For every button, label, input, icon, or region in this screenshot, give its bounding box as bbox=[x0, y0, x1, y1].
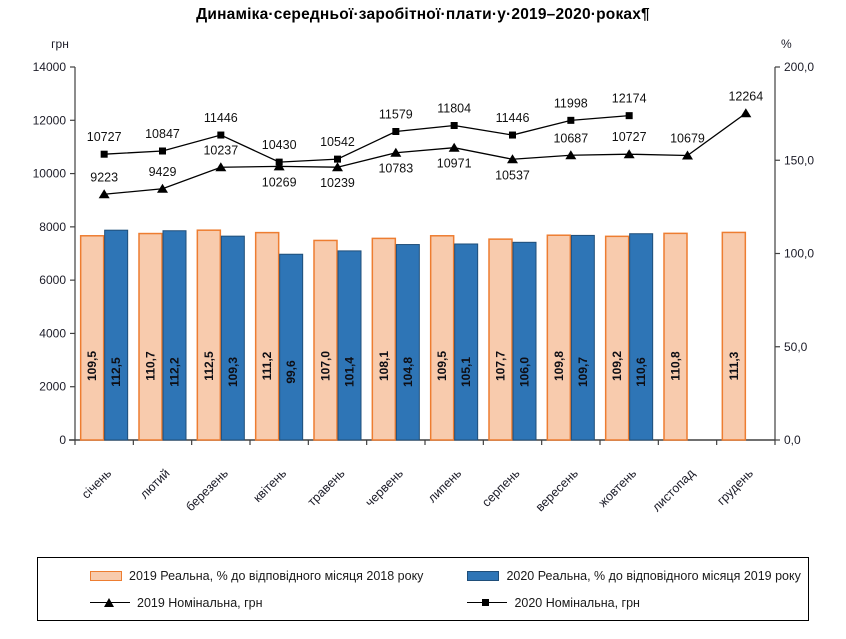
line-square-marker-icon bbox=[467, 597, 508, 609]
svg-text:%: % bbox=[781, 37, 792, 51]
svg-text:101,4: 101,4 bbox=[343, 357, 357, 387]
svg-text:10269: 10269 bbox=[262, 175, 297, 189]
bar-series-2019: 109,5 110,7 112,5 111,2 107,0 108,1 109,5 107,7… bbox=[79, 229, 747, 441]
svg-text:109,7: 109,7 bbox=[576, 357, 590, 387]
svg-text:8000: 8000 bbox=[39, 220, 66, 234]
legend-label-2019-nominal: 2019 Номінальна, грн bbox=[137, 595, 263, 610]
bar-swatch-2019-icon bbox=[90, 570, 122, 581]
svg-text:10687: 10687 bbox=[553, 131, 588, 145]
svg-text:150,0: 150,0 bbox=[784, 153, 814, 167]
chart-title: Динаміка·середньої·заробітної·плати·у·20… bbox=[196, 6, 650, 23]
svg-text:10727: 10727 bbox=[612, 130, 647, 144]
svg-text:квітень: квітень bbox=[251, 466, 290, 505]
line-series-2020: 10727 10847 11446 10430 10542 11579 11804 11446… bbox=[87, 92, 647, 166]
svg-text:9223: 9223 bbox=[90, 170, 118, 184]
svg-text:112,5: 112,5 bbox=[109, 357, 123, 387]
bar-series-2020: 112,5 112,2 109,3 99,6 101,4 104,8 105,1 106,0 1… bbox=[104, 229, 654, 441]
svg-text:0,0: 0,0 bbox=[784, 433, 801, 447]
legend-label-2020-nominal: 2020 Номінальна, грн bbox=[514, 595, 640, 610]
svg-text:111,2: 111,2 bbox=[260, 351, 274, 380]
svg-text:11804: 11804 bbox=[437, 102, 471, 116]
x-axis-labels: січень лютий березень квітень травень червень… bbox=[79, 466, 756, 515]
svg-text:9429: 9429 bbox=[149, 165, 177, 179]
legend-label-2020-real: 2020 Реальна, % до відповідного місяця 2… bbox=[506, 568, 801, 583]
legend: 2019 Реальна, % до відповідного місяця 2… bbox=[37, 557, 809, 621]
svg-text:107,0: 107,0 bbox=[319, 351, 333, 381]
svg-text:10537: 10537 bbox=[495, 168, 530, 182]
svg-text:травень: травень bbox=[305, 466, 348, 509]
svg-text:грудень: грудень bbox=[714, 466, 756, 508]
svg-text:105,1: 105,1 bbox=[459, 357, 473, 387]
svg-text:110,6: 110,6 bbox=[634, 357, 648, 387]
svg-text:10239: 10239 bbox=[320, 176, 355, 190]
svg-text:11998: 11998 bbox=[554, 96, 588, 110]
svg-text:березень: березень bbox=[183, 466, 231, 514]
svg-text:109,5: 109,5 bbox=[435, 351, 449, 381]
svg-text:12174: 12174 bbox=[612, 92, 647, 106]
svg-text:109,3: 109,3 bbox=[226, 357, 240, 387]
line-series-2019: 9223 9429 10237 10269 10239 10783 10971 10537 10… bbox=[90, 89, 763, 199]
svg-text:106,0: 106,0 bbox=[518, 357, 532, 387]
svg-text:110,8: 110,8 bbox=[669, 351, 683, 381]
svg-text:10542: 10542 bbox=[320, 135, 355, 149]
svg-text:лютий: лютий bbox=[137, 466, 172, 501]
chart-canvas: 0 2000 4000 6000 8000 10000 12000 14000 0,0 50,0 1… bbox=[33, 37, 815, 515]
svg-text:2000: 2000 bbox=[39, 380, 66, 394]
svg-text:0: 0 bbox=[59, 433, 66, 447]
line-triangle-marker-icon bbox=[90, 597, 130, 609]
svg-text:10679: 10679 bbox=[670, 131, 705, 145]
axes: 0 2000 4000 6000 8000 10000 12000 14000 0,0 50,0 1… bbox=[33, 37, 815, 447]
svg-text:112,5: 112,5 bbox=[202, 351, 216, 381]
svg-text:липень: липень bbox=[425, 466, 464, 505]
legend-item-2019-real: 2019 Реальна, % до відповідного місяця 2… bbox=[38, 569, 423, 583]
svg-text:111,3: 111,3 bbox=[727, 351, 741, 380]
svg-text:4000: 4000 bbox=[39, 326, 66, 340]
svg-text:109,8: 109,8 bbox=[552, 351, 566, 381]
svg-text:6000: 6000 bbox=[39, 273, 66, 287]
svg-text:10971: 10971 bbox=[437, 157, 472, 171]
svg-text:10237: 10237 bbox=[203, 143, 238, 157]
legend-item-2020-real: 2020 Реальна, % до відповідного місяця 2… bbox=[423, 569, 808, 583]
legend-item-2019-nominal: 2019 Номінальна, грн bbox=[38, 596, 423, 610]
svg-text:110,7: 110,7 bbox=[144, 351, 158, 381]
legend-item-2020-nominal: 2020 Номінальна, грн bbox=[423, 596, 808, 610]
svg-text:100,0: 100,0 bbox=[784, 247, 814, 261]
svg-text:січень: січень bbox=[79, 466, 114, 501]
svg-text:10847: 10847 bbox=[145, 127, 180, 141]
svg-text:10727: 10727 bbox=[87, 130, 122, 144]
svg-text:50,0: 50,0 bbox=[784, 340, 808, 354]
svg-text:112,2: 112,2 bbox=[168, 357, 182, 387]
svg-text:грн: грн bbox=[51, 37, 69, 51]
svg-text:12264: 12264 bbox=[728, 89, 763, 103]
svg-text:109,2: 109,2 bbox=[610, 351, 624, 381]
svg-text:10000: 10000 bbox=[33, 167, 67, 181]
svg-text:12000: 12000 bbox=[33, 113, 67, 127]
svg-text:14000: 14000 bbox=[33, 60, 67, 74]
svg-text:вересень: вересень bbox=[533, 466, 581, 514]
svg-text:200,0: 200,0 bbox=[784, 60, 814, 74]
svg-text:104,8: 104,8 bbox=[401, 357, 415, 387]
svg-text:99,6: 99,6 bbox=[284, 360, 298, 384]
svg-text:червень: червень bbox=[363, 466, 406, 509]
svg-text:жовтень: жовтень bbox=[596, 466, 640, 510]
svg-text:11446: 11446 bbox=[496, 111, 530, 125]
legend-label-2019-real: 2019 Реальна, % до відповідного місяця 2… bbox=[129, 568, 424, 583]
svg-text:108,1: 108,1 bbox=[377, 351, 391, 381]
svg-text:10430: 10430 bbox=[262, 138, 297, 152]
svg-text:107,7: 107,7 bbox=[494, 351, 508, 381]
svg-text:10783: 10783 bbox=[378, 162, 413, 176]
svg-text:серпень: серпень bbox=[479, 466, 522, 509]
svg-text:109,5: 109,5 bbox=[85, 351, 99, 381]
svg-text:листопад: листопад bbox=[649, 466, 698, 515]
bar-swatch-2020-icon bbox=[467, 570, 500, 581]
svg-text:11579: 11579 bbox=[379, 108, 413, 122]
svg-text:11446: 11446 bbox=[204, 111, 238, 125]
